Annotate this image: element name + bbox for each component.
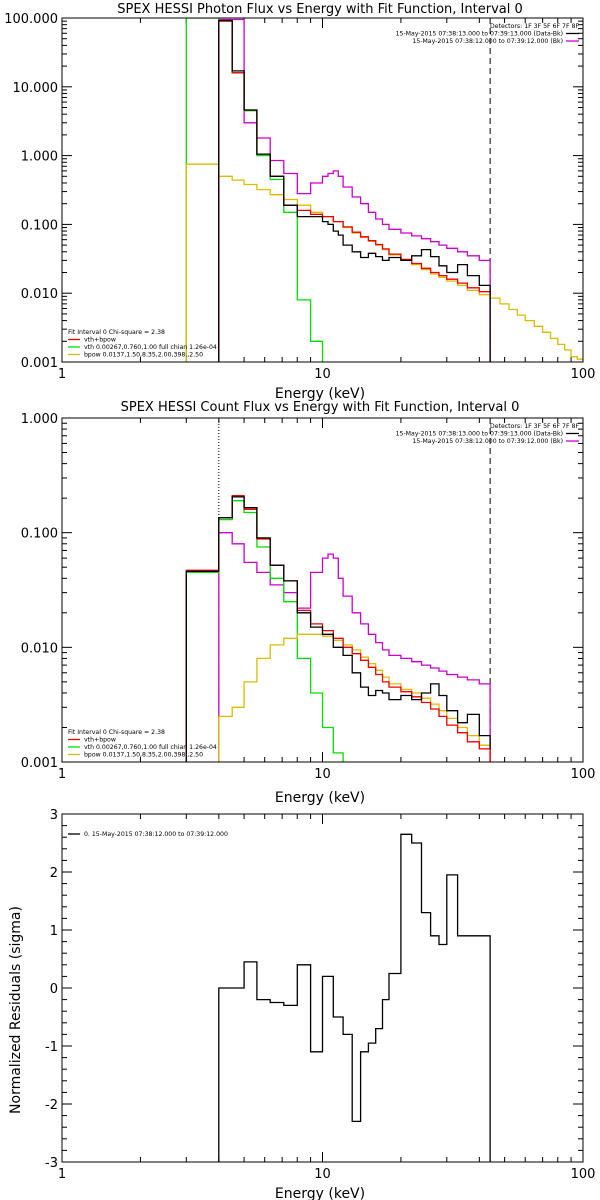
legend-entry-text: Fit Interval 0 Chi-square = 2.38	[68, 329, 165, 336]
legend-right: Detectors: 1F 3F 5F 6F 7F 8F15-May-2015 …	[396, 423, 580, 445]
series-bkg-line	[218, 18, 491, 362]
plot-frame	[61, 813, 584, 1163]
plot-frame	[61, 17, 584, 363]
y-tick-label: 0	[50, 982, 58, 997]
legend-entry-text: 15-May-2015 07:38:12.000 to 07:39:12.000…	[412, 438, 563, 445]
series-data-line	[218, 19, 491, 362]
y-tick-label: 0.100	[21, 527, 58, 542]
series-group	[185, 418, 491, 762]
legend-entry-text: bpow 0.0137,1.50,8.35,2.00,398.,2.50	[84, 752, 203, 759]
x-tick-label: 10	[314, 767, 331, 782]
legend-entry-text: vth 0.00267,0.760,1.00 full chian 1.26e-…	[84, 744, 217, 751]
y-tick-label: 0.001	[21, 756, 58, 771]
legend-right: Detectors: 1F 3F 5F 6F 7F 8F15-May-2015 …	[396, 23, 580, 45]
legend-entry-text: vth+bpow	[84, 737, 116, 744]
y-tick-label: 2	[50, 866, 58, 881]
y-axis-ticks	[62, 422, 583, 763]
residuals-plot-area: 1 10 100 -3 -2 -1 0 1 2 3 0. 15-May-2015 07:38:12.…	[45, 808, 595, 1182]
series-data-line	[185, 496, 491, 762]
series-group	[218, 833, 491, 1162]
series-total-line	[218, 20, 491, 362]
x-tick-label: 100	[571, 367, 596, 382]
x-tick-label: 10	[314, 1167, 331, 1182]
series-data-line	[218, 833, 491, 1162]
legend-entry-text: Fit Interval 0 Chi-square = 2.38	[68, 729, 165, 736]
count-plot-area: 1 10 100 0.001 0.010 0.100 1.000 Detectors: 1F …	[21, 412, 596, 782]
legend-entry-text: Detectors: 1F 3F 5F 6F 7F 8F	[490, 423, 579, 430]
y-axis-ticks	[62, 20, 583, 363]
y-tick-label: 10.000	[13, 81, 59, 96]
series-vth-line	[185, 500, 344, 762]
legend-left: 0. 15-May-2015 07:38:12.000 to 07:39:12.…	[68, 831, 228, 838]
y-tick-label: 1.000	[21, 412, 58, 427]
x-axis-ticks	[61, 814, 584, 1162]
x-tick-label: 100	[571, 1167, 596, 1182]
x-tick-label: 1	[58, 1167, 66, 1182]
y-tick-label: -3	[45, 1156, 58, 1171]
count-title: SPEX HESSI Count Flux vs Energy with Fit…	[121, 400, 520, 415]
legend-entry-text: vth+bpow	[84, 337, 116, 344]
y-tick-label: -1	[45, 1040, 58, 1055]
photon-title: SPEX HESSI Photon Flux vs Energy with Fi…	[117, 2, 523, 17]
y-tick-label: -2	[45, 1098, 58, 1113]
y-tick-label: 0.010	[21, 287, 58, 302]
x-tick-label: 10	[314, 367, 331, 382]
y-tick-label: 1.000	[21, 150, 58, 165]
series-bkg-line	[218, 532, 491, 762]
x-tick-label: 1	[58, 767, 66, 782]
y-tick-label: 0.001	[21, 356, 58, 371]
x-axis-ticks	[61, 18, 584, 362]
series-bpow-line	[218, 633, 491, 762]
series-bpow-line	[185, 163, 583, 362]
legend-entry-text: vth 0.00267,0.760,1.00 full chian 1.26e-…	[84, 344, 217, 351]
legend-entry-text: 15-May-2015 07:38:13.000 to 07:39:13.000…	[396, 31, 563, 38]
count-xlabel: Energy (keV)	[275, 790, 365, 806]
y-tick-label: 1	[50, 924, 58, 939]
y-tick-label: 0.100	[21, 218, 58, 233]
y-tick-label: 100.000	[4, 12, 58, 27]
legend-left: Fit Interval 0 Chi-square = 2.38vth+bpow…	[68, 729, 217, 759]
series-total-line	[185, 495, 491, 762]
residuals-ylabel: Normalized Residuals (sigma)	[8, 906, 24, 1114]
residuals-xlabel: Energy (keV)	[275, 1186, 365, 1200]
legend-entry-text: 15-May-2015 07:38:13.000 to 07:39:13.000…	[396, 431, 563, 438]
plot-frame	[61, 417, 584, 763]
series-vth-line	[185, 18, 324, 362]
y-tick-label: 3	[50, 808, 58, 823]
y-tick-label: 0.010	[21, 641, 58, 656]
photon-xlabel: Energy (keV)	[275, 386, 365, 402]
photon-panel: SPEX HESSI Photon Flux vs Energy with Fi…	[4, 2, 595, 402]
x-tick-label: 1	[58, 367, 66, 382]
x-tick-label: 100	[571, 767, 596, 782]
legend-entry-text: Detectors: 1F 3F 5F 6F 7F 8F	[490, 23, 579, 30]
legend-entry-text: 15-May-2015 07:38:12.000 to 07:39:12.000…	[412, 38, 563, 45]
series-group	[185, 18, 583, 362]
legend-left: Fit Interval 0 Chi-square = 2.38vth+bpow…	[68, 329, 217, 359]
legend-entry-text: 0. 15-May-2015 07:38:12.000 to 07:39:12.…	[84, 831, 228, 838]
photon-plot-area: 1 10 100 0.001 0.010 0.100 1.000 10.000 100.000 D…	[4, 12, 596, 382]
legend-entry-text: bpow 0.0137,1.50,8.35,2.00,398.,2.50	[84, 352, 203, 359]
count-panel: SPEX HESSI Count Flux vs Energy with Fit…	[21, 400, 596, 806]
residuals-panel: 1 10 100 -3 -2 -1 0 1 2 3 0. 15-May-2015 07:38:12.…	[8, 808, 595, 1200]
